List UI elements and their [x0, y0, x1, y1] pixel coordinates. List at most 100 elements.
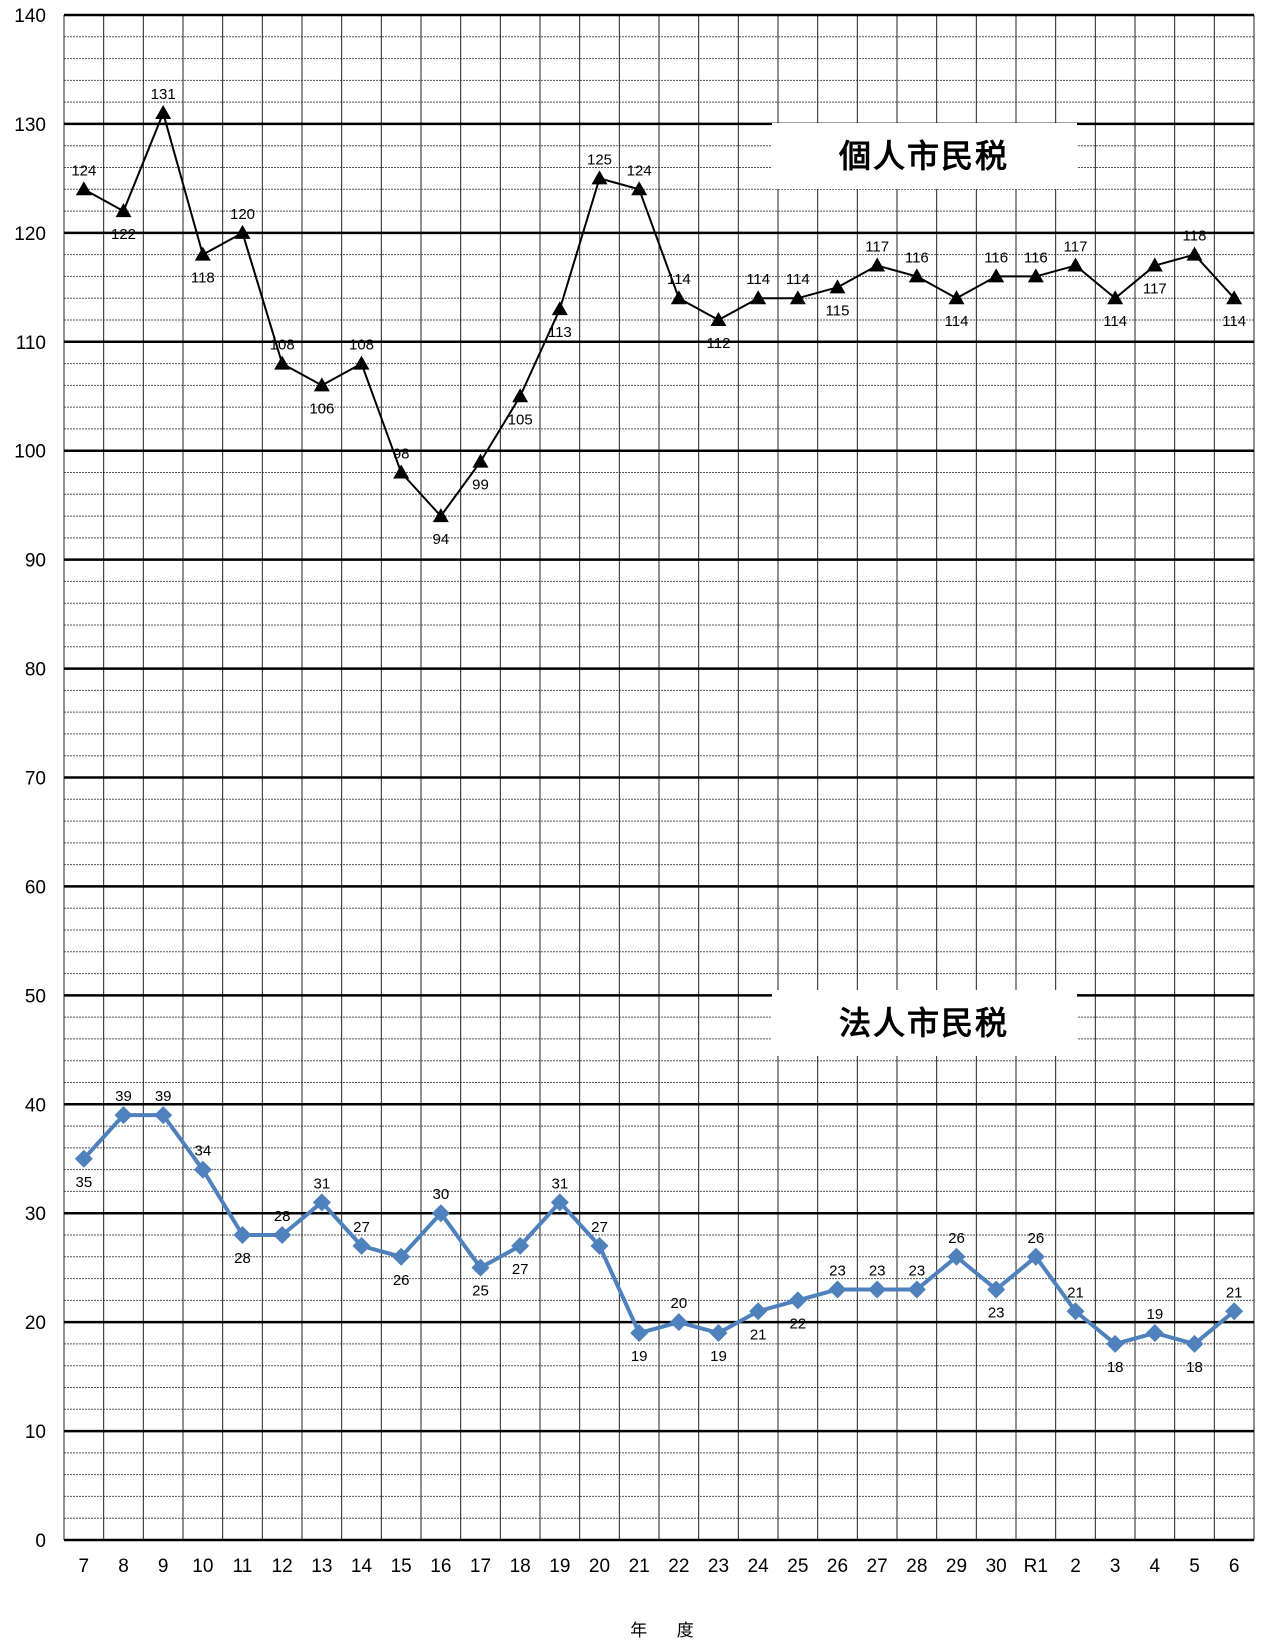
data-point-marker	[1107, 290, 1124, 305]
data-point-marker	[115, 203, 132, 218]
data-point-marker	[313, 377, 330, 392]
y-tick-label: 40	[25, 1095, 46, 1116]
data-point-marker	[273, 1226, 292, 1244]
data-point-marker	[155, 105, 172, 120]
data-label: 34	[194, 1143, 211, 1160]
y-tick-label: 20	[25, 1313, 46, 1334]
y-tick-label: 120	[14, 224, 46, 245]
data-point-marker	[472, 453, 489, 468]
data-point-marker	[750, 290, 767, 305]
data-point-marker	[631, 181, 648, 196]
data-point-marker	[75, 181, 92, 196]
data-point-marker	[511, 1236, 530, 1255]
data-label: 26	[393, 1272, 410, 1289]
x-tick-label: 4	[1150, 1556, 1161, 1577]
data-point-marker	[233, 1226, 252, 1244]
x-tick-label: 10	[192, 1556, 213, 1577]
data-label: 131	[151, 86, 176, 103]
y-tick-label: 10	[25, 1422, 46, 1443]
x-tick-label: 30	[986, 1556, 1007, 1577]
data-label: 30	[432, 1186, 449, 1203]
data-label: 28	[234, 1250, 251, 1267]
data-point-marker	[670, 290, 687, 305]
x-tick-label: 8	[118, 1556, 129, 1577]
data-point-marker	[274, 355, 291, 370]
data-point-marker	[669, 1313, 688, 1332]
y-tick-label: 130	[14, 115, 46, 136]
data-label: 117	[1143, 281, 1167, 298]
data-point-marker	[987, 1280, 1006, 1299]
x-tick-label: 17	[470, 1556, 491, 1577]
series-line	[83, 112, 1235, 518]
data-label: 114	[746, 271, 770, 288]
data-label: 125	[587, 151, 612, 168]
x-tick-label: 15	[391, 1556, 412, 1577]
data-label: 114	[1222, 313, 1246, 330]
y-tick-label: 90	[25, 551, 46, 572]
x-tick-label: 11	[233, 1556, 253, 1577]
data-label: 39	[115, 1088, 132, 1105]
data-label: 25	[472, 1283, 489, 1300]
data-point-marker	[1185, 1334, 1204, 1353]
data-point-marker	[868, 1280, 887, 1299]
data-label: 35	[75, 1174, 92, 1191]
data-label: 124	[71, 162, 96, 179]
y-tick-label: 70	[25, 769, 46, 790]
x-tick-label: 18	[510, 1556, 531, 1577]
data-point-marker	[948, 290, 965, 305]
data-label: 106	[309, 400, 334, 417]
data-label: 23	[988, 1304, 1005, 1321]
data-point-marker	[432, 508, 449, 523]
y-tick-label: 110	[16, 333, 46, 354]
data-label: 118	[1183, 228, 1207, 245]
data-point-marker	[512, 388, 529, 403]
data-point-marker	[550, 1193, 569, 1212]
data-label: 20	[670, 1295, 687, 1312]
data-point-marker	[234, 224, 251, 239]
data-point-marker	[312, 1193, 331, 1212]
data-label: 108	[270, 337, 295, 354]
x-tick-label: 25	[787, 1556, 808, 1577]
data-point-marker	[869, 257, 886, 272]
data-label: 105	[508, 411, 533, 428]
data-point-marker	[749, 1302, 768, 1321]
data-label: 22	[789, 1315, 806, 1332]
series-markers	[74, 105, 1244, 1353]
data-point-marker	[551, 301, 568, 316]
data-label: 114	[786, 271, 810, 288]
x-tick-label: 3	[1110, 1556, 1121, 1577]
data-label: 26	[948, 1230, 965, 1247]
x-tick-label: R1	[1024, 1556, 1048, 1577]
data-point-marker	[393, 464, 410, 479]
data-point-marker	[392, 1247, 411, 1266]
x-tick-label: 28	[906, 1556, 927, 1577]
data-point-marker	[431, 1204, 450, 1223]
y-tick-label: 50	[25, 986, 46, 1007]
data-point-marker	[1027, 268, 1044, 283]
data-label: 31	[551, 1175, 568, 1192]
x-tick-label: 24	[748, 1556, 770, 1577]
data-point-marker	[710, 312, 727, 326]
data-label: 114	[1103, 313, 1127, 330]
series-name-label: 個人市民税	[838, 137, 1009, 175]
data-label: 28	[274, 1208, 291, 1225]
data-label: 118	[191, 270, 215, 287]
data-label: 120	[230, 206, 255, 223]
data-point-marker	[1106, 1334, 1125, 1353]
data-label: 19	[1146, 1306, 1163, 1323]
data-point-marker	[1066, 1302, 1085, 1321]
data-point-marker	[907, 1280, 926, 1299]
data-point-marker	[1225, 1302, 1244, 1321]
x-tick-label: 26	[827, 1556, 848, 1577]
data-point-marker	[828, 1280, 847, 1299]
data-point-marker	[591, 170, 608, 185]
data-label: 122	[111, 226, 136, 243]
x-tick-label: 21	[629, 1556, 650, 1577]
x-tick-label: 9	[158, 1556, 169, 1577]
data-point-marker	[1146, 257, 1163, 272]
data-point-marker	[1067, 257, 1084, 272]
data-label: 27	[591, 1219, 608, 1236]
series-name-box	[772, 990, 1077, 1056]
data-point-marker	[1026, 1247, 1045, 1266]
data-label: 18	[1186, 1359, 1203, 1376]
